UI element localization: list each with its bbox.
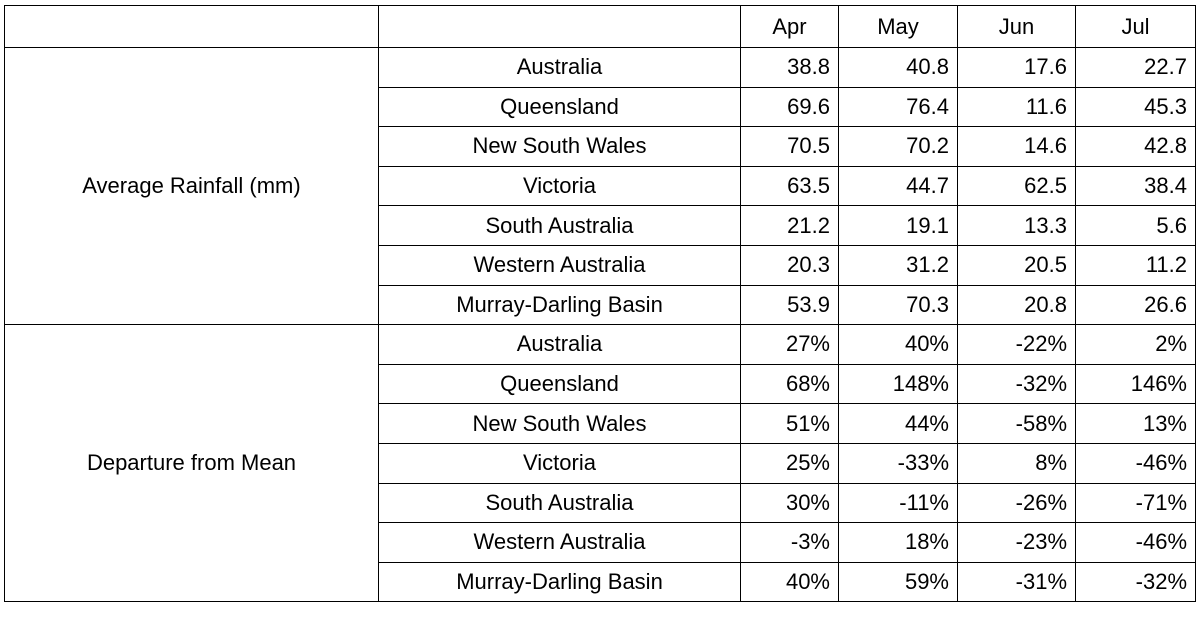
data-row: Murray-Darling Basin 53.9 70.3 20.8 26.6 <box>5 284 1196 326</box>
rainfall-table: Apr May Jun Jul Average Rainfall (mm) Austral… <box>4 5 1196 603</box>
value-cell: -11% <box>838 482 958 524</box>
value-cell: 42.8 <box>1075 126 1196 167</box>
value-cell: -46% <box>1075 442 1196 484</box>
value-cell: 17.6 <box>957 47 1076 88</box>
table-body: Apr May Jun Jul Average Rainfall (mm) Austral… <box>4 5 1196 603</box>
value-cell: 146% <box>1075 363 1196 405</box>
value-cell: 26.6 <box>1075 284 1196 326</box>
value-cell: 5.6 <box>1075 205 1196 246</box>
data-row: New South Wales 51% 44% -58% 13% <box>5 403 1196 444</box>
value-cell: 40.8 <box>838 47 958 88</box>
value-cell: 76.4 <box>838 86 958 128</box>
region-label: Queensland <box>378 363 741 405</box>
value-cell: 11.6 <box>957 86 1076 128</box>
data-row: Queensland 68% 148% -32% 146% <box>5 363 1196 405</box>
value-cell: -31% <box>957 561 1076 603</box>
value-cell: 19.1 <box>838 205 958 246</box>
value-cell: 38.8 <box>740 47 839 88</box>
data-row: New South Wales 70.5 70.2 14.6 42.8 <box>5 126 1196 167</box>
value-cell: 51% <box>740 403 839 444</box>
value-cell: 53.9 <box>740 284 839 326</box>
group-label: Average Rainfall (mm) <box>4 46 379 326</box>
region-label: Victoria <box>378 165 741 207</box>
value-cell: 13% <box>1075 403 1196 444</box>
value-cell: 27% <box>740 324 839 365</box>
value-cell: -3% <box>740 522 839 563</box>
value-cell: 25% <box>740 442 839 484</box>
region-label: Western Australia <box>378 522 741 563</box>
column-header: Jun <box>957 5 1076 48</box>
region-label: Queensland <box>378 86 741 128</box>
column-header: May <box>838 5 958 48</box>
value-cell: 11.2 <box>1075 244 1196 286</box>
region-label: South Australia <box>378 482 741 524</box>
data-row: Murray-Darling Basin 40% 59% -31% -32% <box>5 561 1196 603</box>
value-cell: 20.8 <box>957 284 1076 326</box>
value-cell: 70.3 <box>838 284 958 326</box>
value-cell: 40% <box>838 324 958 365</box>
value-cell: 59% <box>838 561 958 603</box>
value-cell: -58% <box>957 403 1076 444</box>
value-cell: 30% <box>740 482 839 524</box>
value-cell: 18% <box>838 522 958 563</box>
region-label: South Australia <box>378 205 741 246</box>
data-row: Victoria 25% -33% 8% -46% <box>5 442 1196 484</box>
region-label: Victoria <box>378 442 741 484</box>
value-cell: -71% <box>1075 482 1196 524</box>
column-header: Apr <box>740 5 839 48</box>
value-cell: 45.3 <box>1075 86 1196 128</box>
value-cell: 63.5 <box>740 165 839 207</box>
region-label: Western Australia <box>378 244 741 286</box>
value-cell: 13.3 <box>957 205 1076 246</box>
value-cell: -23% <box>957 522 1076 563</box>
data-row: Departure from Mean Australia 27% 40% -22% 2% <box>4 324 1196 603</box>
data-row: South Australia 30% -11% -26% -71% <box>5 482 1196 524</box>
value-cell: 38.4 <box>1075 165 1196 207</box>
data-row: Victoria 63.5 44.7 62.5 38.4 <box>5 165 1196 207</box>
value-cell: -46% <box>1075 522 1196 563</box>
data-row: South Australia 21.2 19.1 13.3 5.6 <box>5 205 1196 246</box>
group-label: Departure from Mean <box>4 324 379 603</box>
data-row: Western Australia -3% 18% -23% -46% <box>5 522 1196 563</box>
value-cell: 70.5 <box>740 126 839 167</box>
region-label: Murray-Darling Basin <box>378 561 741 603</box>
region-label: Australia <box>378 324 741 365</box>
value-cell: 31.2 <box>838 244 958 286</box>
value-cell: 22.7 <box>1075 47 1196 88</box>
region-label: Murray-Darling Basin <box>378 284 741 326</box>
value-cell: -32% <box>1075 561 1196 603</box>
value-cell: 148% <box>838 363 958 405</box>
value-cell: 62.5 <box>957 165 1076 207</box>
value-cell: 44.7 <box>838 165 958 207</box>
data-row: Western Australia 20.3 31.2 20.5 11.2 <box>5 244 1196 286</box>
value-cell: -22% <box>957 324 1076 365</box>
region-label: Australia <box>378 47 741 88</box>
value-cell: 40% <box>740 561 839 603</box>
column-header: Jul <box>1075 5 1196 48</box>
value-cell: 68% <box>740 363 839 405</box>
region-label: New South Wales <box>378 403 741 444</box>
data-row: Average Rainfall (mm) Australia 38.8 40.8 17… <box>4 46 1196 326</box>
value-cell: 20.5 <box>957 244 1076 286</box>
value-cell: 20.3 <box>740 244 839 286</box>
region-label: New South Wales <box>378 126 741 167</box>
value-cell: 44% <box>838 403 958 444</box>
value-cell: 21.2 <box>740 205 839 246</box>
value-cell: 70.2 <box>838 126 958 167</box>
empty-cell <box>378 5 741 48</box>
value-cell: 69.6 <box>740 86 839 128</box>
table-wrap: Apr May Jun Jul Average Rainfall (mm) Austral… <box>4 5 1196 603</box>
value-cell: -33% <box>838 442 958 484</box>
value-cell: 2% <box>1075 324 1196 365</box>
empty-cell <box>4 5 379 48</box>
value-cell: -32% <box>957 363 1076 405</box>
value-cell: 14.6 <box>957 126 1076 167</box>
value-cell: 8% <box>957 442 1076 484</box>
value-cell: -26% <box>957 482 1076 524</box>
header-row: Apr May Jun Jul <box>4 5 1196 48</box>
